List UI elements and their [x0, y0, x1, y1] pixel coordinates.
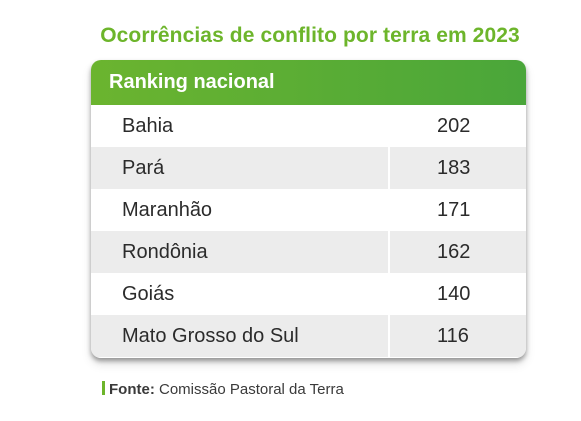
conflict-count: 171: [437, 199, 471, 221]
table-row: Maranhão 171: [91, 189, 526, 231]
state-name: Rondônia: [122, 241, 208, 263]
table-row: Mato Grosso do Sul 116: [91, 315, 526, 357]
source-marker: [102, 381, 105, 395]
conflict-count: 183: [437, 157, 471, 179]
source-text: Comissão Pastoral da Terra: [159, 381, 344, 398]
table-header-label: Ranking nacional: [109, 71, 275, 93]
conflict-count: 202: [437, 115, 471, 137]
state-name: Goiás: [122, 283, 175, 305]
column-divider: [388, 105, 390, 358]
table-row: Pará 183: [91, 147, 526, 189]
chart-title: Ocorrências de conflito por terra em 202…: [100, 24, 520, 47]
state-name: Mato Grosso do Sul: [122, 325, 299, 347]
source-note: Fonte: Comissão Pastoral da Terra: [102, 381, 344, 398]
ranking-table: Ranking nacional Bahia 202 Pará 183 Mara…: [91, 60, 526, 358]
table-row: Bahia 202: [91, 105, 526, 147]
state-name: Maranhão: [122, 199, 213, 221]
state-name: Bahia: [122, 115, 174, 137]
conflict-count: 116: [437, 325, 469, 347]
conflict-count: 140: [437, 283, 471, 305]
source-label: Fonte:: [109, 381, 155, 398]
table-row: Rondônia 162: [91, 231, 526, 273]
table-header: Ranking nacional: [91, 60, 526, 105]
table-row: Goiás 140: [91, 273, 526, 315]
conflict-count: 162: [437, 241, 471, 263]
state-name: Pará: [122, 157, 165, 179]
